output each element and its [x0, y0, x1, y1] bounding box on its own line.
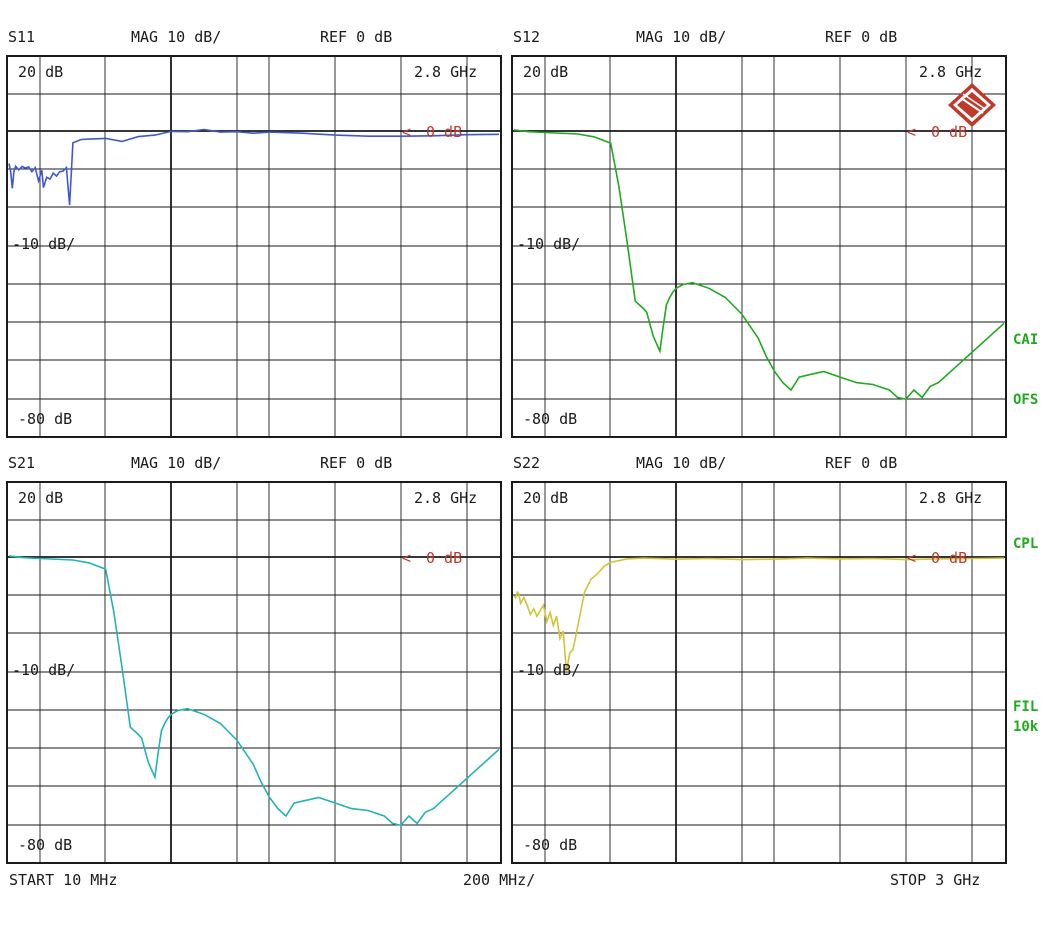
bottom-value-label: -80 dB	[18, 410, 72, 428]
format-label: MAG 10 dB/	[131, 28, 221, 46]
reference-label: REF 0 dB	[320, 28, 392, 46]
span-per-division-label: 200 MHz/	[463, 871, 535, 889]
trace-title: S22	[513, 454, 540, 472]
scale-label: -10 dB/	[12, 235, 75, 253]
plot-frame	[6, 55, 502, 438]
ref-marker-label: 0 dB	[931, 549, 967, 567]
ref-marker-label: 0 dB	[426, 549, 462, 567]
ref-marker-label: 0 dB	[426, 123, 462, 141]
grid	[7, 482, 501, 863]
top-value-label: 20 dB	[18, 63, 63, 81]
grid	[512, 482, 1006, 863]
reference-label: REF 0 dB	[825, 454, 897, 472]
panel-s11: S11 MAG 10 dB/ REF 0 dB 20 dB 2.8 GHz < …	[6, 28, 502, 438]
panel-s12: S12 MAG 10 dB/ REF 0 dB 20 dB 2.8 GHz < …	[511, 28, 1007, 438]
scale-tick-dash: -	[12, 235, 21, 253]
trace-line	[513, 557, 1005, 672]
frequency-label: 2.8 GHz	[919, 63, 982, 81]
ref-marker-label: 0 dB	[931, 123, 967, 141]
ref-marker-arrow: <	[402, 123, 411, 141]
ref-marker-arrow: <	[907, 549, 916, 567]
scale-value: 10 dB/	[21, 235, 75, 253]
scale-tick-dash: -	[12, 661, 21, 679]
stop-frequency-label: STOP 3 GHz	[890, 871, 980, 889]
ref-marker-arrow: <	[907, 123, 916, 141]
trace-title: S11	[8, 28, 35, 46]
rohde-schwarz-logo-icon	[948, 83, 996, 127]
grid	[512, 56, 1006, 437]
format-label: MAG 10 dB/	[636, 28, 726, 46]
scale-tick-dash: -	[517, 235, 526, 253]
scale-label: -10 dB/	[517, 235, 580, 253]
trace-line	[513, 129, 1005, 401]
grid	[7, 56, 501, 437]
plot-frame	[6, 481, 502, 864]
panel-s21: S21 MAG 10 dB/ REF 0 dB 20 dB 2.8 GHz < …	[6, 454, 502, 864]
side-annotations: CAI OFS CPL FIL 10k	[1013, 332, 1039, 735]
side-annotation-fil: FIL	[1013, 699, 1038, 715]
scale-label: -10 dB/	[517, 661, 580, 679]
frequency-label: 2.8 GHz	[414, 63, 477, 81]
frequency-label: 2.8 GHz	[414, 489, 477, 507]
ref-marker-arrow: <	[402, 549, 411, 567]
side-annotation-cai: CAI	[1013, 332, 1038, 348]
panel-s22: S22 MAG 10 dB/ REF 0 dB 20 dB 2.8 GHz < …	[511, 454, 1007, 864]
bottom-value-label: -80 dB	[18, 836, 72, 854]
scale-value: 10 dB/	[526, 235, 580, 253]
bottom-value-label: -80 dB	[523, 410, 577, 428]
side-annotation-cpl: CPL	[1013, 536, 1038, 552]
format-label: MAG 10 dB/	[131, 454, 221, 472]
scale-value: 10 dB/	[21, 661, 75, 679]
frequency-label: 2.8 GHz	[919, 489, 982, 507]
trace-line	[8, 555, 500, 827]
plot-frame	[511, 481, 1007, 864]
scale-label: -10 dB/	[12, 661, 75, 679]
start-frequency-label: START 10 MHz	[9, 871, 117, 889]
scale-tick-dash: -	[517, 661, 526, 679]
side-annotation-ofs: OFS	[1013, 392, 1038, 408]
side-annotation-10k: 10k	[1013, 719, 1039, 735]
trace-title: S21	[8, 454, 35, 472]
trace-line	[8, 128, 500, 206]
trace-title: S12	[513, 28, 540, 46]
top-value-label: 20 dB	[18, 489, 63, 507]
scale-value: 10 dB/	[526, 661, 580, 679]
reference-label: REF 0 dB	[825, 28, 897, 46]
reference-label: REF 0 dB	[320, 454, 392, 472]
format-label: MAG 10 dB/	[636, 454, 726, 472]
plot-frame	[511, 55, 1007, 438]
footer: START 10 MHz 200 MHz/ STOP 3 GHz	[9, 871, 980, 889]
bottom-value-label: -80 dB	[523, 836, 577, 854]
top-value-label: 20 dB	[523, 489, 568, 507]
top-value-label: 20 dB	[523, 63, 568, 81]
